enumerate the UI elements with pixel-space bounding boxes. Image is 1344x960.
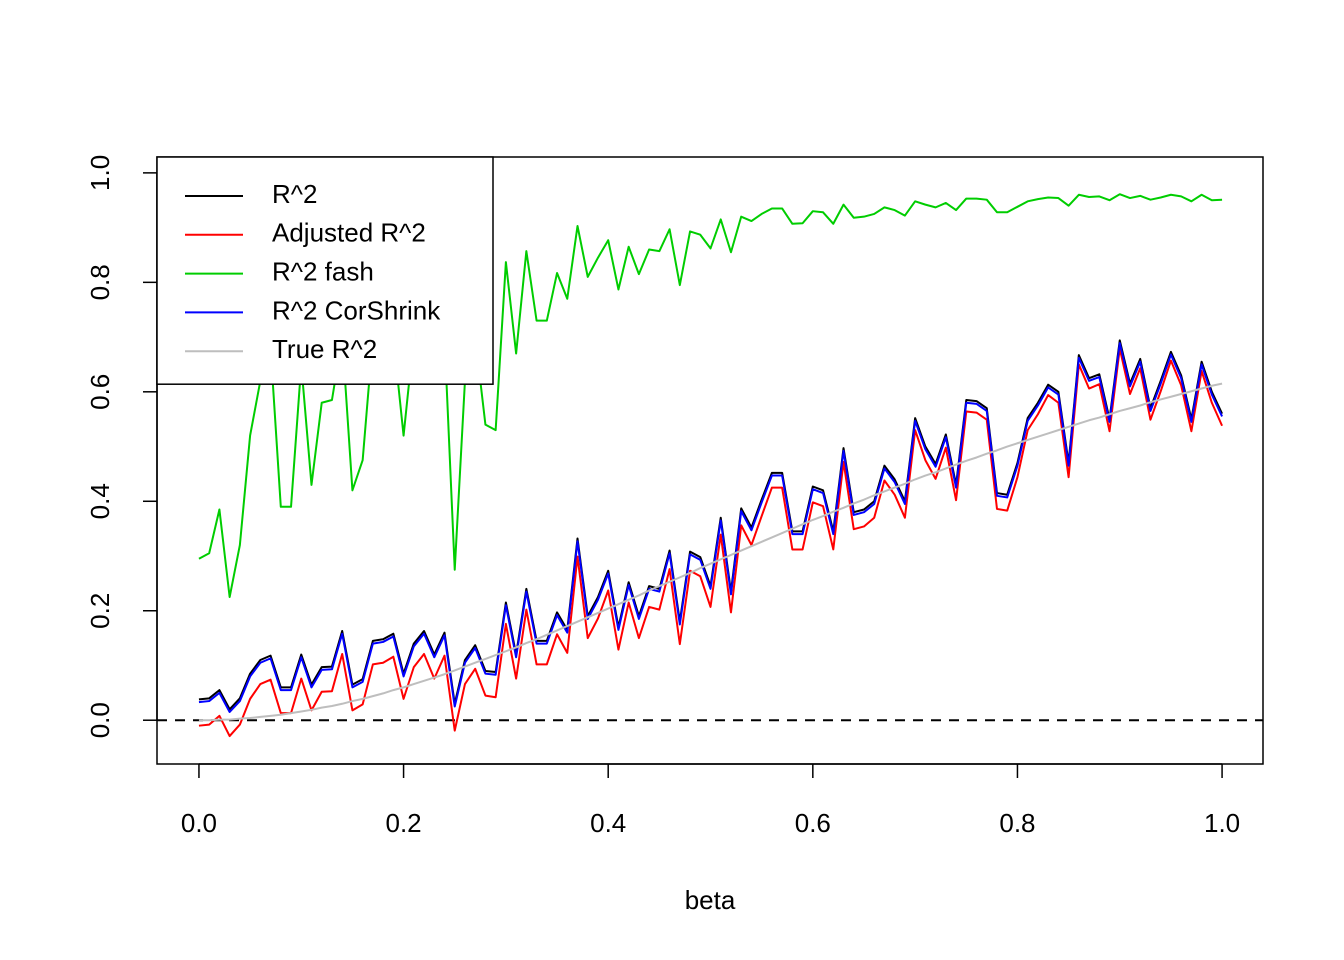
y-tick-label: 0.8 — [85, 264, 115, 300]
legend-label: R^2 fash — [272, 256, 374, 286]
series-line — [198, 382, 1223, 722]
series-line — [198, 347, 1223, 738]
legend-label: True R^2 — [272, 334, 377, 364]
series-line — [198, 342, 1223, 713]
legend: R^2 Adjusted R^2 R^2 fash R^2 CorShrink True… — [156, 156, 494, 385]
x-tick-label: 0.8 — [999, 808, 1035, 838]
legend-label: Adjusted R^2 — [272, 218, 426, 248]
legend-label: R^2 CorShrink — [272, 295, 441, 325]
y-tick-label: 1.0 — [85, 155, 115, 191]
x-tick-label: 0.4 — [590, 808, 626, 838]
x-tick-label: 0.2 — [385, 808, 421, 838]
legend-box — [156, 156, 494, 385]
legend-label: R^2 — [272, 179, 317, 209]
series-line — [198, 339, 1223, 711]
y-tick-label: 0.0 — [85, 702, 115, 738]
x-axis-label: beta — [685, 885, 736, 915]
y-tick-label: 0.4 — [85, 483, 115, 519]
x-tick-label: 1.0 — [1204, 808, 1240, 838]
y-tick-label: 0.6 — [85, 374, 115, 410]
x-tick-label: 0.6 — [795, 808, 831, 838]
x-tick-label: 0.0 — [181, 808, 217, 838]
y-tick-label: 0.2 — [85, 593, 115, 629]
